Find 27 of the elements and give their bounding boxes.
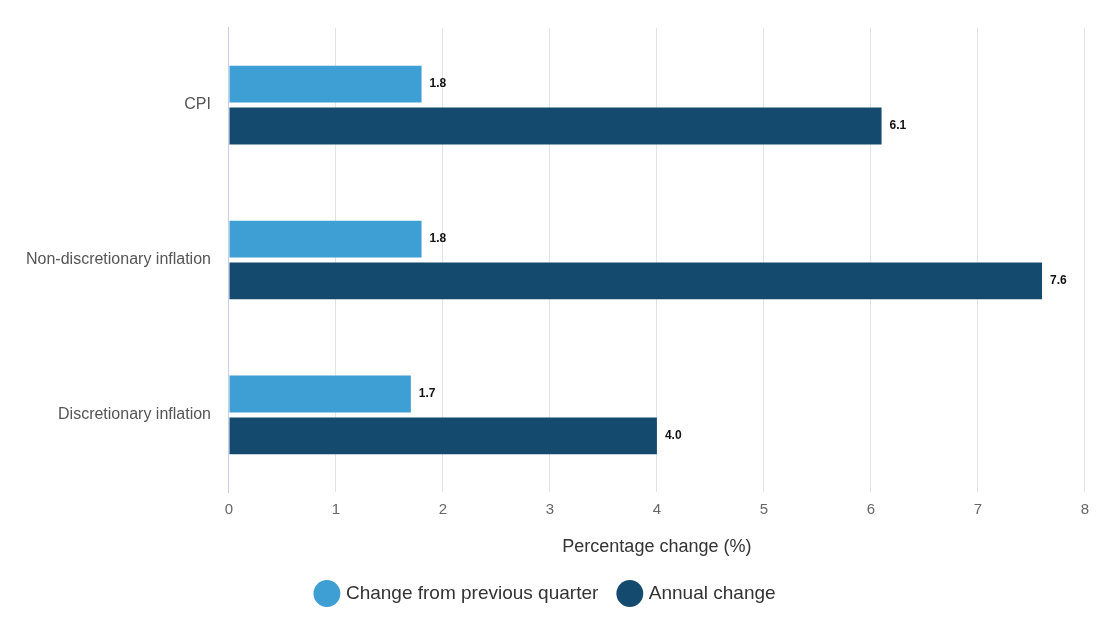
y-tick-label: CPI (184, 95, 211, 113)
y-tick-label: Discretionary inflation (58, 405, 211, 423)
x-tick-label: 5 (759, 499, 769, 517)
x-tick-label: 7 (973, 499, 983, 517)
data-label: 1.8 (429, 231, 447, 246)
bar (229, 417, 657, 455)
x-axis-title: Percentage change (%) (562, 536, 752, 557)
data-label: 6.1 (889, 118, 907, 133)
x-tick-label: 8 (1080, 499, 1089, 517)
bar (229, 262, 1043, 300)
data-label: 7.6 (1050, 273, 1068, 288)
x-tick-label: 2 (438, 499, 448, 517)
bar (229, 65, 422, 103)
bar (229, 107, 882, 145)
data-label: 4.0 (664, 428, 682, 443)
x-tick-label: 1 (331, 499, 341, 517)
x-tick-label: 4 (652, 499, 662, 517)
legend-label: Change from previous quarter (345, 581, 599, 603)
legend-label: Annual change (648, 581, 776, 603)
x-tick-label: 3 (545, 499, 555, 517)
x-tick-label: 6 (866, 499, 876, 517)
bar (229, 220, 422, 258)
y-tick-label: Non-discretionary inflation (25, 250, 211, 268)
data-label: 1.8 (429, 76, 447, 91)
data-label: 1.7 (418, 386, 436, 401)
bar (229, 375, 411, 413)
x-tick-label: 0 (224, 499, 234, 517)
